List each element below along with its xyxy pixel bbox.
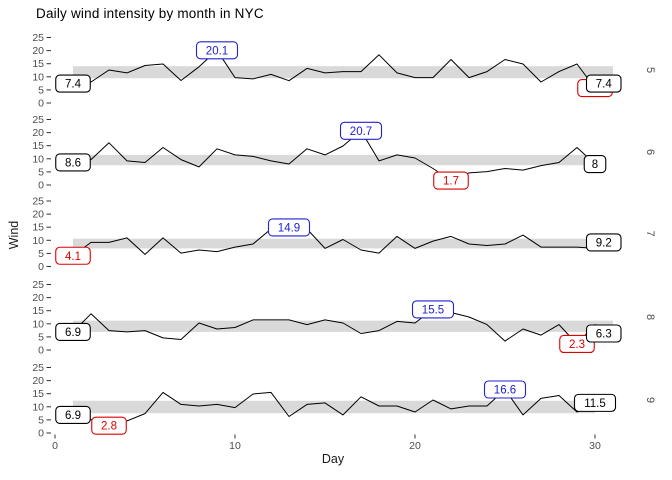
x-tick-label: 20	[409, 440, 421, 452]
point-label-min: 2.8	[101, 421, 117, 433]
y-tick-label: 25	[32, 32, 44, 44]
y-tick-label: 15	[32, 388, 44, 400]
point-label-box-first	[55, 74, 91, 93]
facet-strip-label: 6	[644, 149, 656, 155]
y-axis-title: Wind	[7, 220, 21, 250]
wind-line	[72, 130, 596, 181]
point-label-last: 6.3	[596, 328, 612, 340]
x-tick-label: 0	[52, 440, 58, 452]
y-tick-label: 0	[38, 180, 44, 192]
y-tick-label: 20	[32, 292, 44, 304]
y-tick-label: 10	[32, 71, 44, 83]
y-tick-label: 15	[32, 222, 44, 234]
point-label-box-min	[559, 334, 595, 354]
point-label-first: 6.9	[65, 327, 81, 339]
point-label-last: 11.5	[584, 398, 606, 410]
point-label-box-first	[55, 153, 91, 172]
y-tick-label: 10	[32, 235, 44, 247]
point-label-box-max	[339, 121, 383, 140]
point-label-box-last	[573, 393, 617, 412]
point-label-box-min	[433, 171, 469, 190]
y-tick-label: 15	[32, 305, 44, 317]
point-label-last: 8	[592, 159, 598, 171]
y-tick-label: 10	[32, 401, 44, 413]
point-label-box-max	[483, 380, 527, 399]
point-label-box-min	[55, 246, 91, 265]
point-label-max: 14.9	[278, 222, 300, 234]
point-label-max: 20.1	[206, 45, 228, 57]
facet-strip-label: 9	[644, 397, 656, 403]
point-label-box-last	[585, 74, 622, 93]
y-tick-label: 25	[32, 114, 44, 126]
iqr-band	[73, 154, 595, 166]
point-label-max: 20.7	[350, 126, 372, 138]
y-tick-label: 5	[38, 166, 44, 178]
x-tick-label: 30	[589, 440, 601, 452]
y-tick-label: 5	[38, 84, 44, 96]
y-tick-label: 20	[32, 375, 44, 387]
facet-strip-label: 8	[644, 314, 656, 320]
point-label-last: 9.2	[596, 237, 612, 249]
point-label-box-first	[55, 322, 91, 341]
iqr-band	[73, 400, 595, 414]
facet-strip-label: 5	[644, 67, 656, 73]
point-label-min: 1.7	[443, 176, 459, 188]
y-tick-label: 0	[38, 261, 44, 273]
point-label-box-last	[583, 154, 607, 174]
point-label-first: 8.6	[65, 157, 81, 169]
y-tick-label: 20	[32, 45, 44, 57]
y-tick-label: 15	[32, 58, 44, 70]
point-label-min: 4.1	[65, 251, 81, 263]
point-label-box-last	[585, 233, 622, 252]
y-tick-label: 5	[38, 248, 44, 260]
wind-line	[72, 49, 614, 89]
point-label-box-first	[55, 405, 91, 424]
y-tick-label: 0	[38, 98, 44, 110]
iqr-band	[73, 66, 613, 79]
y-tick-label: 10	[32, 153, 44, 165]
point-label-first: 6.9	[65, 410, 81, 422]
point-label-box-min	[91, 416, 127, 435]
point-label-min: 2.3	[569, 339, 585, 351]
iqr-band	[73, 238, 613, 249]
y-tick-label: 5	[38, 331, 44, 343]
point-label-max: 15.5	[422, 304, 444, 316]
y-tick-label: 10	[32, 318, 44, 330]
wind-line	[72, 308, 614, 345]
y-tick-label: 20	[32, 127, 44, 139]
y-tick-label: 25	[32, 362, 44, 374]
point-label-box-last	[585, 324, 622, 343]
y-tick-label: 15	[32, 140, 44, 152]
y-tick-label: 0	[38, 345, 44, 357]
iqr-band	[73, 320, 613, 332]
point-label-box-max	[411, 300, 455, 319]
facet-strip-label: 7	[644, 230, 656, 236]
point-label-max: 16.6	[494, 385, 516, 397]
chart-title: Daily wind intensity by month in NYC	[36, 6, 264, 21]
x-tick-label: 10	[229, 440, 241, 452]
y-tick-label: 20	[32, 209, 44, 221]
point-label-last: 7.4	[596, 79, 613, 91]
y-tick-label: 5	[38, 414, 44, 426]
wind-line	[72, 227, 614, 257]
point-label-box-max	[195, 41, 239, 60]
point-label-box-max	[267, 218, 311, 237]
y-tick-label: 25	[32, 279, 44, 291]
x-axis-title: Day	[321, 452, 345, 466]
point-label-first: 7.4	[65, 79, 82, 91]
y-tick-label: 0	[38, 428, 44, 440]
y-tick-label: 25	[32, 196, 44, 208]
